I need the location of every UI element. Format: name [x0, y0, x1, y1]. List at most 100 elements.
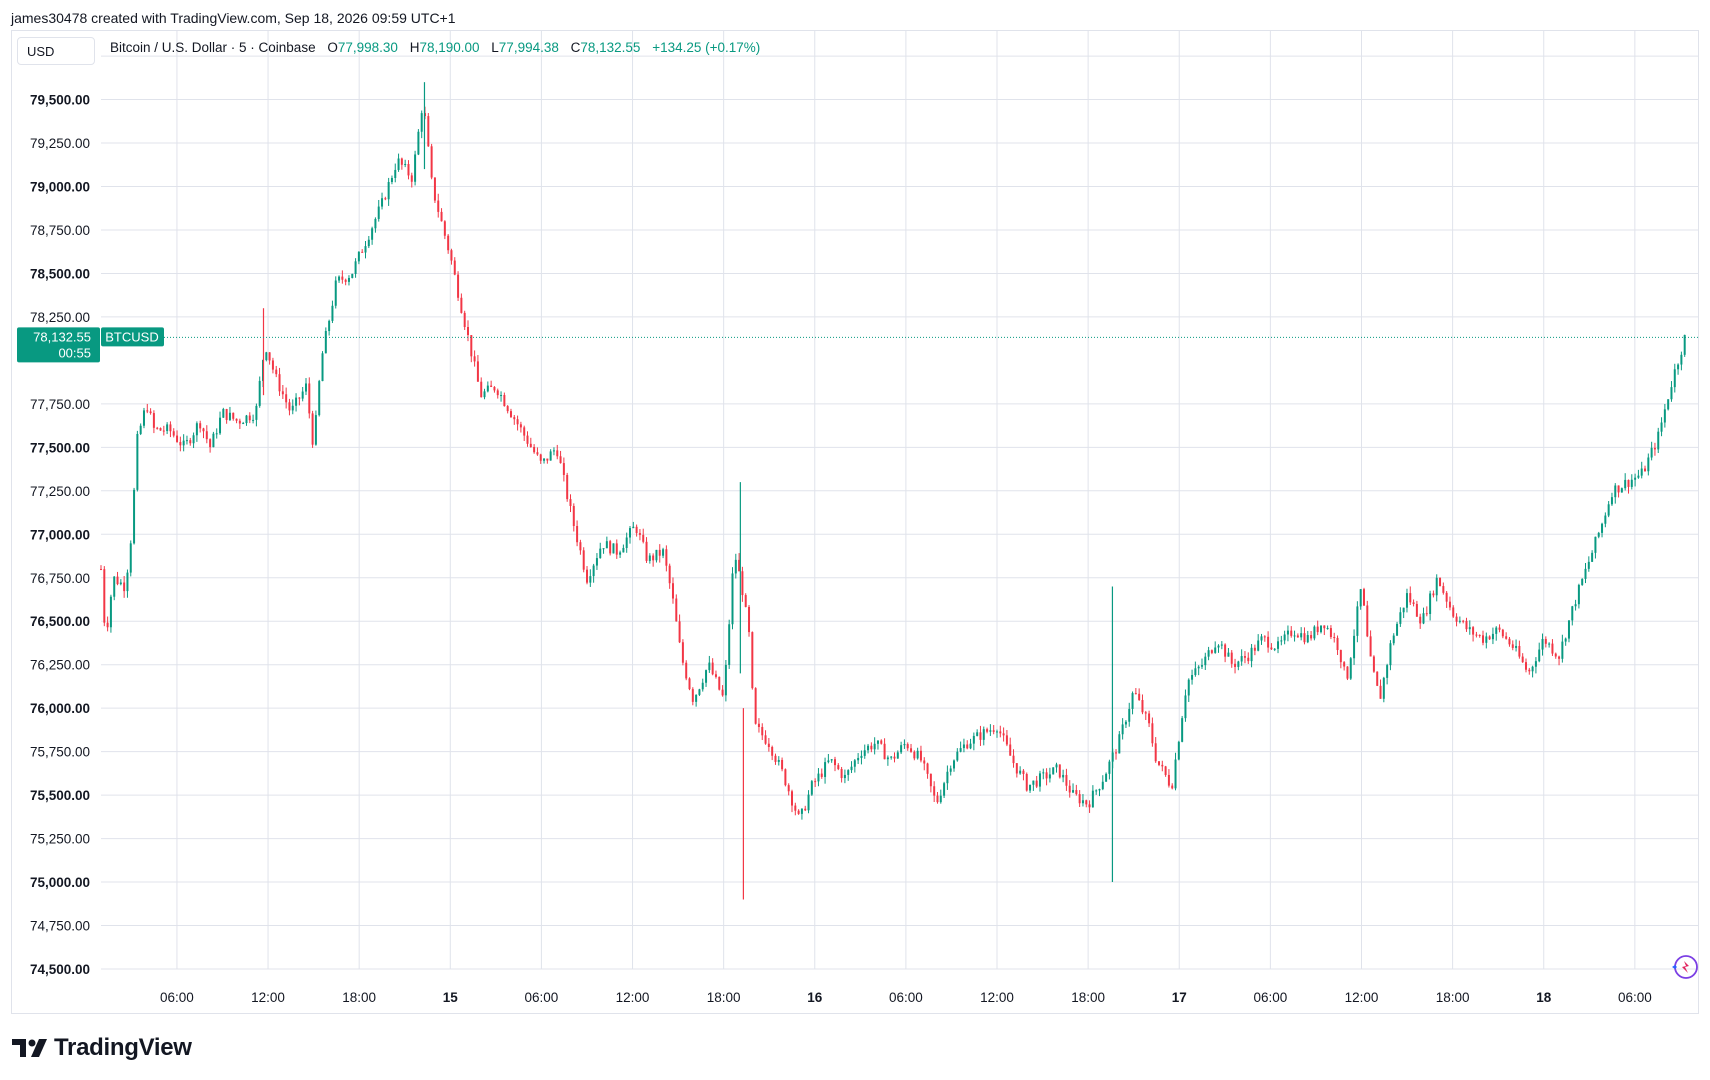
candle-body	[999, 731, 1002, 734]
candle-body	[837, 765, 840, 770]
candle-body	[1617, 485, 1620, 493]
candle-body	[265, 352, 268, 361]
candle-body	[665, 549, 668, 566]
candle-body	[1574, 604, 1577, 607]
currency-selector[interactable]: USD	[17, 37, 95, 65]
price-axis[interactable]: 74,500.00 74,750.00 75,000.00 75,250.00 75,5…	[30, 49, 90, 977]
candle-body	[1564, 638, 1567, 642]
candle-body	[1458, 620, 1461, 622]
x-tick-label: 06:00	[1253, 990, 1287, 1005]
candle-body	[1429, 593, 1432, 614]
candle-body	[437, 200, 440, 212]
candle-body	[1402, 607, 1405, 613]
candle-body	[1445, 592, 1448, 602]
candle-body	[219, 417, 222, 434]
candle-body	[1521, 656, 1524, 663]
candle-body	[867, 745, 870, 751]
candle-body	[883, 743, 886, 760]
candle-body	[321, 353, 324, 382]
candle-body	[371, 228, 374, 240]
candle-body	[457, 274, 460, 298]
candle-body	[242, 423, 245, 425]
candle-body	[172, 431, 175, 436]
candle-body	[652, 555, 655, 561]
candle-body	[1300, 633, 1303, 638]
candle-body	[1415, 603, 1418, 617]
candle-body	[1399, 612, 1402, 624]
candle-body	[199, 423, 202, 429]
candle-body	[367, 239, 370, 247]
candle-body	[1409, 593, 1412, 603]
candle-body	[390, 177, 393, 183]
candle-body	[526, 435, 529, 444]
candle-body	[516, 419, 519, 425]
candle-body	[787, 785, 790, 792]
tradingview-brand[interactable]: TradingView	[12, 1034, 192, 1062]
x-tick-label: 06:00	[1618, 990, 1652, 1005]
candle-body	[387, 182, 390, 200]
candle-body	[410, 175, 413, 182]
candle-body	[1670, 387, 1673, 400]
candle-body	[123, 582, 126, 592]
candle-body	[529, 443, 532, 447]
y-tick-label: 78,500.00	[30, 266, 90, 281]
candle-body	[1081, 800, 1084, 804]
candle-body	[1154, 743, 1157, 762]
candle-body	[427, 116, 430, 147]
candle-body	[1634, 477, 1637, 480]
candle-body	[1528, 669, 1531, 672]
candle-body	[1200, 665, 1203, 667]
candle-body	[870, 745, 873, 750]
candle-body	[1422, 613, 1425, 624]
candle-body	[701, 682, 704, 690]
candle-body	[1174, 759, 1177, 789]
candle-body	[384, 198, 387, 200]
candle-body	[1141, 699, 1144, 713]
candle-body	[764, 735, 767, 744]
candle-body	[956, 751, 959, 761]
y-tick-label: 74,750.00	[30, 919, 90, 934]
candle-body	[357, 251, 360, 262]
candle-body	[1250, 647, 1253, 662]
ticker-box	[101, 327, 164, 347]
candle-body	[126, 572, 129, 592]
candle-body	[295, 397, 298, 406]
candle-body	[235, 418, 238, 421]
candle-body	[972, 735, 975, 744]
candle-body	[1392, 635, 1395, 644]
candle-body	[255, 405, 258, 420]
chart-caption: james30478 created with TradingView.com,…	[11, 10, 456, 26]
candle-body	[1277, 641, 1280, 649]
magic-sparkle-icon[interactable]	[1672, 955, 1698, 979]
y-tick-label: 74,500.00	[30, 962, 90, 977]
candle-body	[1412, 602, 1415, 604]
candle-body	[450, 250, 453, 261]
candle-body	[1478, 634, 1481, 636]
candle-body	[1452, 607, 1455, 617]
candle-body	[1571, 606, 1574, 621]
candle-body	[1508, 638, 1511, 645]
candle-body	[245, 415, 248, 424]
candle-body	[559, 456, 562, 464]
symbol-description[interactable]: Bitcoin / U.S. Dollar · 5 · Coinbase	[110, 40, 316, 55]
candle-body	[1184, 695, 1187, 719]
candle-body	[933, 786, 936, 796]
candle-body	[599, 548, 602, 559]
candle-body	[655, 549, 658, 561]
candle-body	[1673, 369, 1676, 388]
candle-body	[873, 743, 876, 750]
candle-body	[136, 433, 139, 490]
candle-body	[718, 676, 721, 690]
chart-frame	[11, 30, 1699, 1014]
x-tick-label: 06:00	[525, 990, 559, 1005]
candle-body	[1025, 774, 1028, 791]
y-tick-label: 76,250.00	[30, 658, 90, 673]
candle-body	[1032, 780, 1035, 785]
candle-body	[1495, 627, 1498, 634]
candle-body	[556, 450, 559, 457]
candle-body	[483, 391, 486, 398]
candle-body	[156, 427, 159, 429]
time-axis[interactable]: 06:00 12:00 18:00 15 06:00 12:00 18:00 16 06:00 1…	[160, 990, 1652, 1005]
y-tick-label: 79,000.00	[30, 180, 90, 195]
